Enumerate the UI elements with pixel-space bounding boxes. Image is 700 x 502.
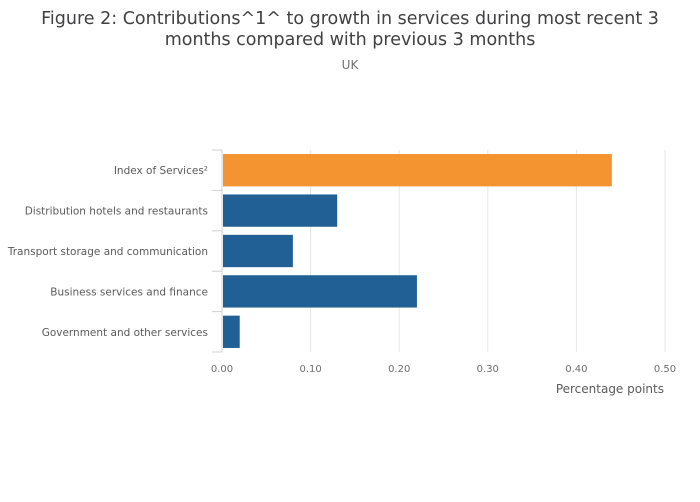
chart-title-line-1: Figure 2: Contributions^1^ to growth in … bbox=[41, 9, 659, 29]
category-label-2: Transport storage and communication bbox=[7, 246, 208, 258]
bar-4 bbox=[223, 315, 240, 348]
x-tick-label-1: 0.10 bbox=[299, 364, 321, 375]
bar-0 bbox=[223, 154, 612, 187]
bar-2 bbox=[223, 234, 293, 268]
x-tick-label-2: 0.20 bbox=[388, 364, 410, 375]
bars bbox=[223, 154, 612, 348]
axes: 0.00 0.10 0.20 0.30 0.40 0.50 Index of Service… bbox=[7, 149, 676, 375]
x-axis-title: Percentage points bbox=[556, 382, 664, 396]
category-label-1: Distribution hotels and restaurants bbox=[25, 206, 208, 218]
category-label-0: Index of Services² bbox=[114, 165, 208, 177]
x-tick-label-4: 0.40 bbox=[565, 364, 587, 375]
x-tick-label-3: 0.30 bbox=[477, 364, 499, 375]
x-tick-label-0: 0.00 bbox=[211, 364, 233, 375]
category-label-4: Government and other services bbox=[42, 327, 208, 339]
chart-title-line-2: months compared with previous 3 months bbox=[165, 30, 536, 50]
bar-1 bbox=[223, 194, 338, 227]
category-label-3: Business services and finance bbox=[50, 286, 208, 298]
chart-subtitle: UK bbox=[342, 58, 360, 72]
x-tick-label-5: 0.50 bbox=[654, 364, 676, 375]
bar-3 bbox=[223, 275, 417, 308]
